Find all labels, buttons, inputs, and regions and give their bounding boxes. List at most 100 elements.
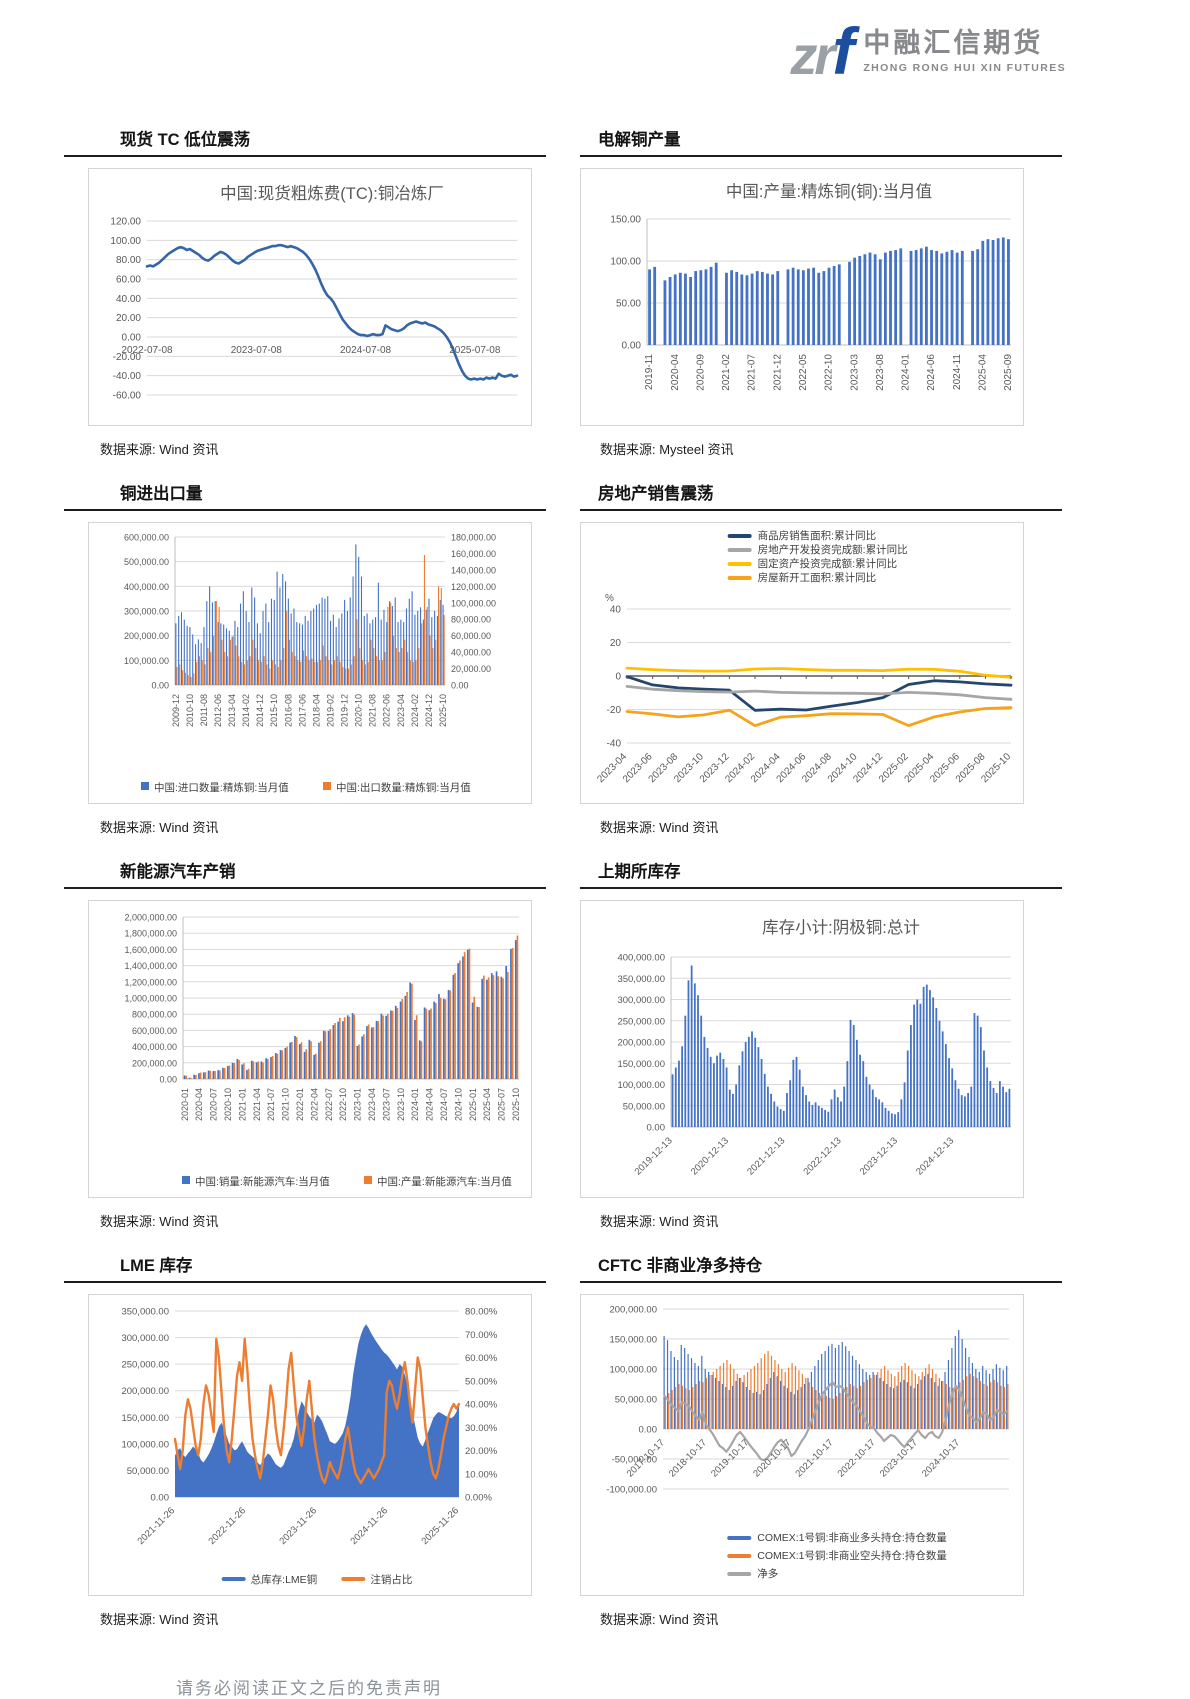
svg-text:2024-12: 2024-12 (424, 694, 434, 727)
svg-text:2023-03: 2023-03 (849, 354, 860, 391)
svg-text:2014-12: 2014-12 (255, 694, 265, 727)
svg-text:0.00: 0.00 (622, 341, 642, 352)
svg-text:2009-12: 2009-12 (171, 694, 181, 727)
svg-text:2025-11-26: 2025-11-26 (419, 1505, 461, 1547)
svg-text:2010-10: 2010-10 (185, 694, 195, 727)
svg-text:COMEX:1号铜:非商业空头持仓:持仓数量: COMEX:1号铜:非商业空头持仓:持仓数量 (757, 1549, 947, 1562)
svg-text:2025-07: 2025-07 (497, 1088, 507, 1121)
chart-copper-trade: 0.00 100,000.00 200,000.00 300,000.00 400,00… (88, 522, 532, 804)
brand-name-en: ZHONG RONG HUI XIN FUTURES (863, 62, 1066, 75)
svg-text:1,800,000.00: 1,800,000.00 (124, 929, 177, 939)
data-source: 数据来源: Wind 资讯 (100, 1214, 219, 1229)
chart-lme-inventory: 0.00 50,000.00 100,000.00 150,000.00 200,000… (88, 1294, 532, 1596)
svg-text:80,000.00: 80,000.00 (451, 615, 491, 625)
svg-text:2021-01: 2021-01 (237, 1088, 247, 1121)
svg-text:0.00: 0.00 (451, 681, 469, 691)
svg-text:2021-07: 2021-07 (747, 354, 758, 391)
section-heading: 铜进出口量 (120, 485, 203, 503)
chart-refined-copper-output: 0.00 50.00 100.00 150.00 中国:产量:精炼铜(铜):当月值 201… (580, 168, 1024, 426)
page-header: zrf 中融汇信期货 ZHONG RONG HUI XIN FUTURES (64, 0, 1064, 104)
svg-text:2024-01: 2024-01 (410, 1088, 420, 1121)
svg-text:2025-01: 2025-01 (468, 1088, 478, 1121)
svg-text:150.00: 150.00 (610, 215, 641, 226)
heading-rule (64, 509, 546, 511)
svg-text:100,000.00: 100,000.00 (121, 1439, 169, 1450)
svg-text:2019-12: 2019-12 (340, 694, 350, 727)
svg-text:2015-10: 2015-10 (269, 694, 279, 727)
svg-text:房地产开发投资完成额:累计同比: 房地产开发投资完成额:累计同比 (758, 543, 908, 556)
svg-text:20.00: 20.00 (116, 313, 141, 324)
svg-text:350,000.00: 350,000.00 (121, 1307, 169, 1318)
section-lme-inventory: LME 库存 0.00 50,000.00 100,000.00 150,000.00… (64, 1252, 546, 1628)
svg-text:2024-11: 2024-11 (952, 354, 963, 390)
chart-spot-tc: -60.00 -40.00 -20.00 0.00 20.00 40.00 60.00 80.… (88, 168, 532, 426)
svg-text:2023-04: 2023-04 (396, 694, 406, 727)
svg-text:40,000.00: 40,000.00 (451, 648, 491, 658)
svg-text:0.00: 0.00 (647, 1123, 666, 1134)
svg-text:2,000,000.00: 2,000,000.00 (124, 913, 177, 923)
svg-text:-20.00: -20.00 (113, 352, 142, 363)
svg-text:2019-12-13: 2019-12-13 (633, 1135, 675, 1177)
svg-text:10.00%: 10.00% (465, 1469, 498, 1480)
svg-text:2011-08: 2011-08 (199, 694, 209, 726)
svg-text:2022-11-26: 2022-11-26 (206, 1505, 248, 1547)
data-source: 数据来源: Wind 资讯 (100, 1612, 219, 1627)
section-shfe-inventory: 上期所库存 0.00 50,000.00 100,000.00 150,000.00 2… (580, 858, 1062, 1230)
svg-text:160,000.00: 160,000.00 (451, 549, 496, 559)
svg-text:2020-01: 2020-01 (180, 1088, 190, 1121)
svg-text:30.00%: 30.00% (465, 1423, 498, 1434)
charts-grid: 现货 TC 低位震荡 -60.00 -40.00 -20.00 0.00 20.00 40… (64, 104, 1062, 1628)
svg-text:40.00: 40.00 (116, 294, 141, 305)
svg-text:300,000.00: 300,000.00 (617, 995, 665, 1006)
svg-text:120.00: 120.00 (110, 217, 141, 228)
svg-text:400,000.00: 400,000.00 (132, 1042, 177, 1052)
svg-text:2022-10: 2022-10 (824, 354, 835, 391)
svg-text:150,000.00: 150,000.00 (617, 1059, 665, 1070)
svg-text:60.00: 60.00 (116, 275, 141, 286)
svg-text:2022-04: 2022-04 (309, 1088, 319, 1121)
section-heading: 新能源汽车产销 (120, 863, 236, 881)
svg-text:2017-06: 2017-06 (297, 694, 307, 727)
svg-text:房屋新开工面积:累计同比: 房屋新开工面积:累计同比 (758, 571, 876, 584)
svg-text:2020-04: 2020-04 (194, 1088, 204, 1121)
svg-text:%: % (605, 593, 614, 604)
svg-text:2024-11-26: 2024-11-26 (348, 1505, 390, 1547)
svg-text:2022-10-17: 2022-10-17 (836, 1437, 878, 1479)
svg-text:2025-10: 2025-10 (438, 694, 448, 727)
svg-text:140,000.00: 140,000.00 (451, 565, 496, 575)
svg-text:0.00: 0.00 (151, 1493, 170, 1504)
svg-text:50.00%: 50.00% (465, 1376, 498, 1387)
heading-rule (580, 155, 1062, 157)
svg-text:2023-10-17: 2023-10-17 (878, 1437, 920, 1479)
svg-text:1,000,000.00: 1,000,000.00 (124, 994, 177, 1004)
svg-text:中国:产量:新能源汽车:当月值: 中国:产量:新能源汽车:当月值 (377, 1175, 512, 1188)
section-copper-trade: 铜进出口量 0.00 100,000.00 200,000.00 300,000.00… (64, 480, 546, 836)
svg-text:80.00: 80.00 (116, 255, 141, 266)
company-logo: zrf 中融汇信期货 ZHONG RONG HUI XIN FUTURES (790, 18, 1066, 84)
svg-text:-40.00: -40.00 (113, 371, 142, 382)
heading-rule (64, 887, 546, 889)
svg-text:2023-08: 2023-08 (875, 354, 886, 391)
section-heading: 上期所库存 (598, 863, 681, 881)
svg-text:2016-08: 2016-08 (283, 694, 293, 727)
svg-text:2022-05: 2022-05 (798, 354, 809, 391)
section-heading: 现货 TC 低位震荡 (120, 131, 251, 149)
svg-text:2014-02: 2014-02 (241, 694, 251, 727)
svg-text:2020-10-17: 2020-10-17 (751, 1437, 793, 1479)
logo-f: f (832, 14, 854, 88)
svg-text:0.00: 0.00 (122, 333, 142, 344)
svg-text:250,000.00: 250,000.00 (617, 1016, 665, 1027)
svg-text:0.00: 0.00 (639, 1425, 658, 1436)
svg-text:中国:产量:精炼铜(铜):当月值: 中国:产量:精炼铜(铜):当月值 (726, 182, 932, 201)
svg-text:2022-10: 2022-10 (338, 1088, 348, 1121)
section-heading: LME 库存 (120, 1257, 193, 1275)
data-source: 数据来源: Wind 资讯 (600, 820, 719, 835)
svg-text:600,000.00: 600,000.00 (132, 1026, 177, 1036)
svg-text:2024-01: 2024-01 (901, 354, 912, 391)
svg-text:注销占比: 注销占比 (370, 1573, 412, 1586)
svg-text:180,000.00: 180,000.00 (451, 533, 496, 543)
svg-text:400,000.00: 400,000.00 (617, 953, 665, 964)
svg-text:2018-04: 2018-04 (311, 694, 321, 727)
data-source: 数据来源: Wind 资讯 (100, 820, 219, 835)
svg-text:2018-10-17: 2018-10-17 (667, 1437, 709, 1479)
